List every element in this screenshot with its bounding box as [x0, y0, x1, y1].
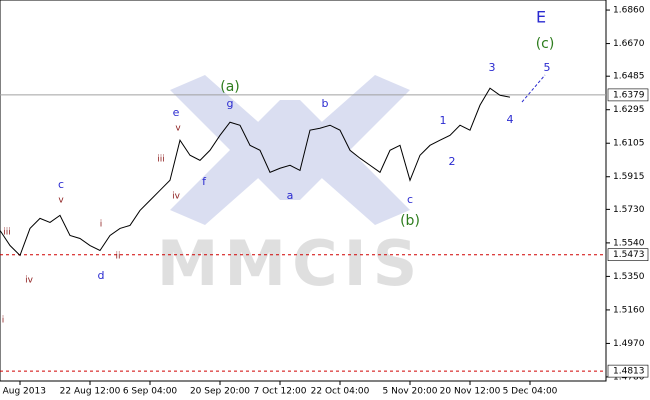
- x-tick-label: 22 Aug 12:00: [60, 387, 121, 397]
- wave-label: c: [407, 193, 413, 206]
- wave-label: i: [100, 220, 103, 230]
- y-tick-label: 1.5540: [613, 238, 645, 248]
- wave-label: iii: [157, 155, 165, 165]
- y-tick-label: 1.5160: [613, 305, 645, 315]
- wave-label: b: [322, 97, 329, 110]
- plot-area: [0, 0, 607, 382]
- y-tick-label: 1.5915: [613, 172, 645, 182]
- wave-label: E: [536, 8, 546, 27]
- wave-label: g: [227, 97, 234, 110]
- watermark-text: MMCIS: [157, 227, 424, 300]
- price-line: [0, 87, 511, 257]
- wave-label: iv: [25, 276, 34, 286]
- wave-label: v: [58, 196, 64, 206]
- wave-label: a: [287, 189, 294, 202]
- y-tick-label: 1.5350: [613, 272, 645, 282]
- wave-label: f: [202, 175, 207, 188]
- watermark-logo: [170, 75, 410, 225]
- wave-label: ii: [115, 252, 120, 262]
- x-tick-label: 20 Nov 12:00: [440, 387, 501, 397]
- y-tick-label: 1.6295: [613, 105, 645, 115]
- y-tick-label: 1.6485: [613, 72, 645, 82]
- y-tick-label: 1.4780: [613, 372, 645, 382]
- wave-label: iv: [172, 192, 181, 202]
- wave-label: d: [98, 269, 105, 282]
- level-label-box: [607, 248, 649, 262]
- y-tick-label: 1.6105: [613, 139, 645, 149]
- level-label-box: [607, 88, 649, 102]
- wave-label: (a): [220, 79, 240, 95]
- wave-label: 3: [489, 61, 496, 74]
- wave-label: e: [173, 106, 180, 119]
- x-tick-label: 5 Nov 20:00: [383, 387, 438, 397]
- wave-label: 5: [544, 61, 551, 74]
- x-tick-label: 22 Oct 04:00: [311, 387, 370, 397]
- x-tick-label: 6 Sep 04:00: [123, 387, 178, 397]
- x-tick-label: 20 Sep 20:00: [190, 387, 250, 397]
- level-label-box: [607, 364, 649, 378]
- level-label: 1.4813: [613, 367, 645, 377]
- level-label: 1.6379: [613, 90, 645, 100]
- wave-label: (c): [536, 36, 555, 52]
- wave-label: 1: [440, 114, 447, 127]
- wave-label: iii: [3, 228, 11, 238]
- wave-label: (b): [400, 213, 420, 229]
- wave-label: 4: [507, 113, 514, 126]
- wave-label: 2: [449, 155, 456, 168]
- y-tick-label: 1.6860: [613, 6, 645, 16]
- projection-line: [521, 74, 546, 103]
- x-tick-label: 5 Dec 04:00: [503, 387, 558, 397]
- wave-label: i: [2, 316, 5, 326]
- y-tick-label: 1.6670: [613, 39, 645, 49]
- y-tick-label: 1.4970: [613, 339, 645, 349]
- wave-label: c: [58, 178, 64, 191]
- level-label: 1.5473: [613, 250, 645, 260]
- y-tick-label: 1.5730: [613, 205, 645, 215]
- wave-label: v: [175, 124, 181, 134]
- x-tick-label: 7 Oct 12:00: [254, 387, 307, 397]
- x-tick-label: 7 Aug 2013: [0, 387, 46, 397]
